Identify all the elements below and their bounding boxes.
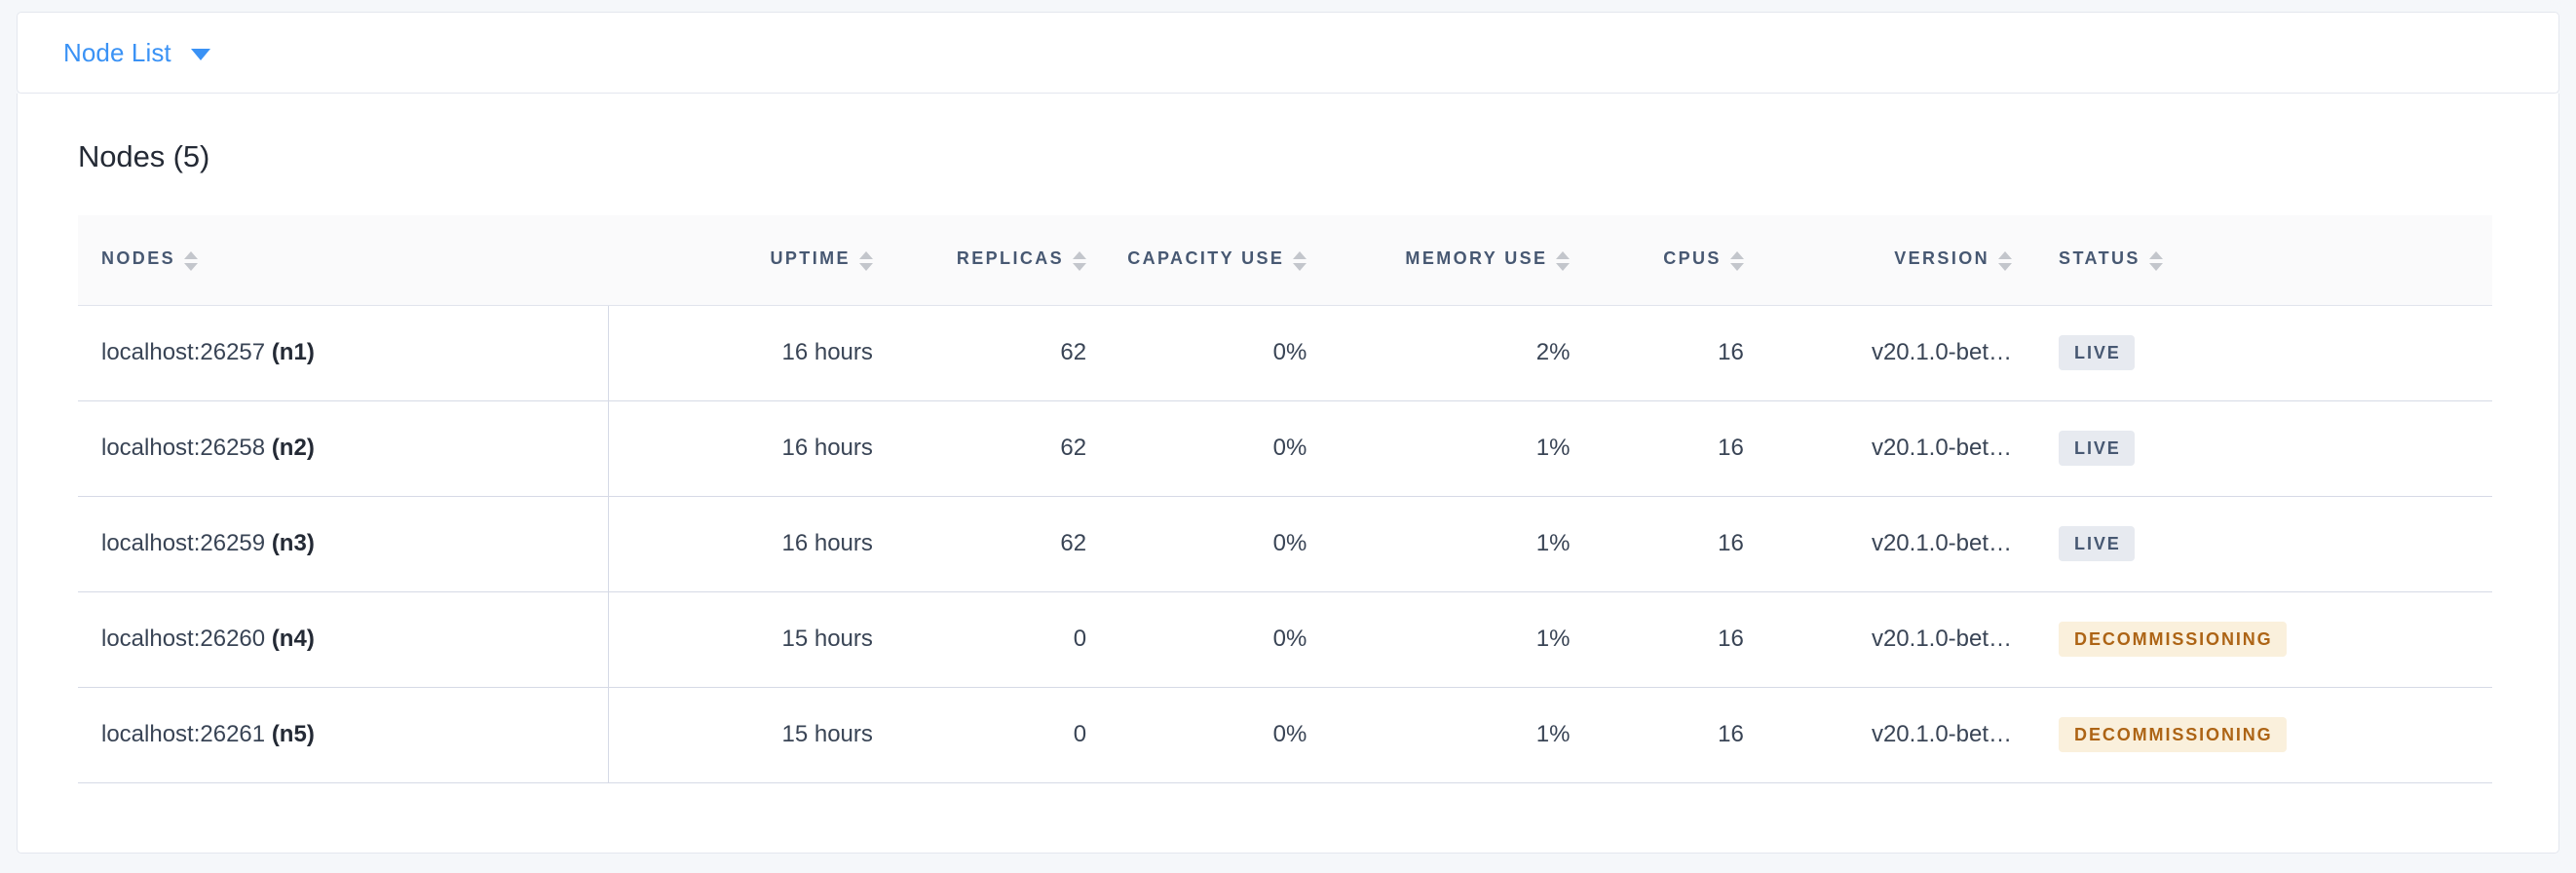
cell-status: LIVE [2035,496,2492,592]
column-header-uptime[interactable]: UPTIME [608,215,896,306]
table-row[interactable]: localhost:26257 (n1) 16 hours 62 0% 2% 16 v20.… [78,305,2492,401]
cell-replicas: 0 [895,687,1111,783]
table-body: localhost:26257 (n1) 16 hours 62 0% 2% 16 v20.… [78,305,2492,783]
cell-capacity-use: 0% [1110,496,1331,592]
node-id: (n4) [271,626,315,652]
cell-replicas: 62 [895,400,1111,497]
cell-cpus: 16 [1593,687,1767,783]
cell-cpus: 16 [1593,400,1767,497]
table-header: NODES UPTIME REPLICAS [78,215,2492,306]
column-header-version[interactable]: VERSION [1766,215,2036,306]
chevron-down-icon [190,48,210,60]
cell-status: DECOMMISSIONING [2035,591,2492,688]
sort-icon[interactable] [1729,248,1744,272]
cell-status: LIVE [2035,305,2492,401]
node-host: localhost:26257 [101,339,266,365]
node-list-selector-bar: Node List [17,12,2559,94]
node-id: (n2) [271,435,315,461]
cell-memory-use: 2% [1330,305,1594,401]
cell-capacity-use: 0% [1110,591,1331,688]
column-header-status[interactable]: STATUS [2035,215,2492,306]
table-row[interactable]: localhost:26260 (n4) 15 hours 0 0% 1% 16 v20.1… [78,591,2492,688]
nodes-content-card: Nodes (5) NODES [17,94,2559,854]
cell-node[interactable]: localhost:26257 (n1) [78,305,609,401]
sort-icon[interactable] [1556,248,1571,272]
page-title: Nodes (5) [78,139,210,173]
cell-memory-use: 1% [1330,400,1594,497]
cell-version: v20.1.0-bet… [1766,400,2036,497]
cell-uptime: 16 hours [608,305,896,401]
column-header-capacity-use[interactable]: CAPACITY USE [1110,215,1331,306]
cell-node[interactable]: localhost:26261 (n5) [78,687,609,783]
cell-status: DECOMMISSIONING [2035,687,2492,783]
cell-memory-use: 1% [1330,496,1594,592]
cell-cpus: 16 [1593,496,1767,592]
sort-icon[interactable] [1073,248,1087,272]
node-id: (n5) [271,721,315,747]
column-header-status-label: STATUS [2059,248,2140,269]
column-header-nodes-label: NODES [101,248,176,269]
cell-version: v20.1.0-bet… [1766,305,2036,401]
cell-memory-use: 1% [1330,687,1594,783]
nodes-table: NODES UPTIME REPLICAS [78,215,2492,783]
table-row[interactable]: localhost:26259 (n3) 16 hours 62 0% 1% 16 v20.… [78,496,2492,592]
cell-uptime: 15 hours [608,687,896,783]
node-host: localhost:26261 [101,721,266,747]
cell-uptime: 16 hours [608,400,896,497]
column-header-version-label: VERSION [1894,248,1990,269]
column-header-replicas-label: REPLICAS [956,248,1065,269]
column-header-capacity-use-label: CAPACITY USE [1127,248,1285,269]
table-header-row: NODES UPTIME REPLICAS [78,215,2492,306]
cell-node[interactable]: localhost:26260 (n4) [78,591,609,688]
node-id: (n3) [271,530,315,556]
cell-version: v20.1.0-bet… [1766,496,2036,592]
node-host: localhost:26260 [101,626,266,652]
cell-node[interactable]: localhost:26259 (n3) [78,496,609,592]
cell-version: v20.1.0-bet… [1766,687,2036,783]
cell-status: LIVE [2035,400,2492,497]
sort-icon[interactable] [1293,248,1307,272]
cell-memory-use: 1% [1330,591,1594,688]
status-badge: LIVE [2059,335,2135,370]
cell-capacity-use: 0% [1110,400,1331,497]
sort-icon[interactable] [184,248,199,272]
cell-replicas: 0 [895,591,1111,688]
node-list-dropdown-label: Node List [63,38,171,67]
status-badge: LIVE [2059,431,2135,466]
node-host: localhost:26259 [101,530,266,556]
cell-uptime: 15 hours [608,591,896,688]
table-row[interactable]: localhost:26258 (n2) 16 hours 62 0% 1% 16 v20.… [78,400,2492,497]
sort-icon[interactable] [1998,248,2013,272]
status-badge: DECOMMISSIONING [2059,717,2287,752]
status-badge: LIVE [2059,526,2135,561]
cell-node[interactable]: localhost:26258 (n2) [78,400,609,497]
cell-capacity-use: 0% [1110,687,1331,783]
cell-cpus: 16 [1593,305,1767,401]
status-badge: DECOMMISSIONING [2059,622,2287,657]
cell-replicas: 62 [895,305,1111,401]
column-header-cpus[interactable]: CPUS [1593,215,1767,306]
cell-replicas: 62 [895,496,1111,592]
column-header-nodes[interactable]: NODES [78,215,609,306]
node-host: localhost:26258 [101,435,266,461]
column-header-memory-use-label: MEMORY USE [1405,248,1548,269]
table-row[interactable]: localhost:26261 (n5) 15 hours 0 0% 1% 16 v20.1… [78,687,2492,783]
column-header-uptime-label: UPTIME [770,248,851,269]
node-list-dropdown[interactable]: Node List [63,40,210,65]
cell-cpus: 16 [1593,591,1767,688]
sort-icon[interactable] [2148,248,2163,272]
cell-uptime: 16 hours [608,496,896,592]
column-header-cpus-label: CPUS [1663,248,1722,269]
nodes-table-container: NODES UPTIME REPLICAS [18,174,2558,783]
column-header-replicas[interactable]: REPLICAS [895,215,1111,306]
cell-capacity-use: 0% [1110,305,1331,401]
column-header-memory-use[interactable]: MEMORY USE [1330,215,1594,306]
cell-version: v20.1.0-bet… [1766,591,2036,688]
node-id: (n1) [271,339,315,365]
sort-icon[interactable] [858,248,873,272]
